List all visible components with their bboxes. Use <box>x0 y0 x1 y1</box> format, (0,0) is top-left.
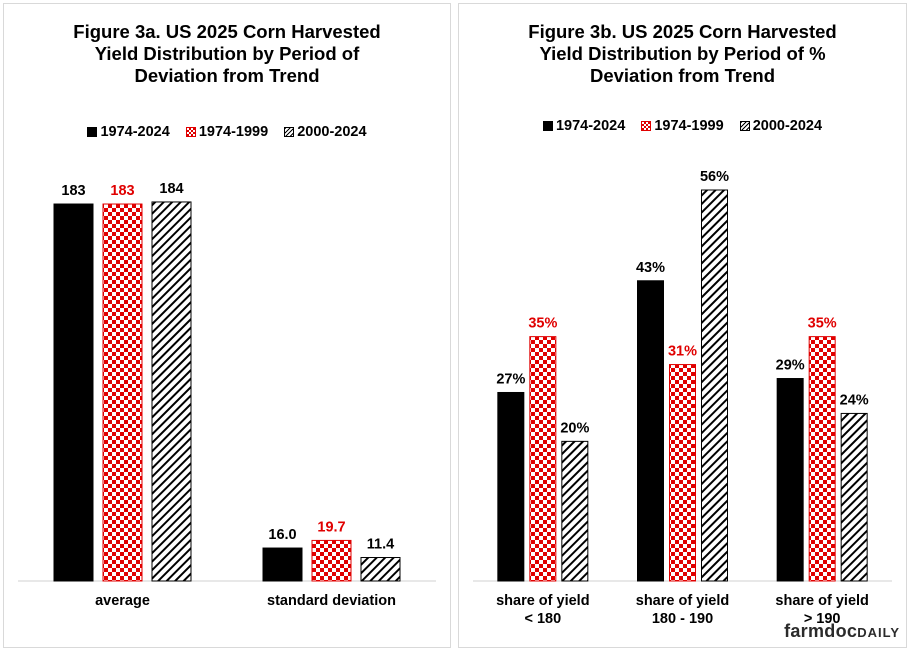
bar <box>808 336 836 582</box>
data-label: 56% <box>700 169 729 185</box>
data-label: 31% <box>668 344 697 360</box>
bar-chart-a: 183 183 184 average 16.0 19.7 11.4 standard dev… <box>18 181 436 609</box>
bar <box>561 440 589 582</box>
category-label: < 180 <box>524 611 561 627</box>
category-label: average <box>95 593 150 609</box>
legend-swatch <box>641 121 652 131</box>
bar <box>53 203 94 582</box>
legend-swatch <box>542 121 553 131</box>
legend-item: 2000-2024 <box>284 124 367 140</box>
legend-item: 1974-1999 <box>641 118 724 134</box>
bar <box>701 189 728 582</box>
chart-panel-a: Figure 3a. US 2025 Corn Harvested Yield … <box>3 3 451 648</box>
chart-title: Figure 3a. US 2025 Corn Harvested Yield … <box>73 21 381 86</box>
data-label: 24% <box>840 392 869 408</box>
logo-suffix: DAILY <box>857 625 900 640</box>
legend-label: 1974-2024 <box>555 118 626 134</box>
bar <box>102 203 143 582</box>
legend: 1974-2024 1974-1999 2000-2024 <box>459 118 906 135</box>
farmdoc-daily-logo: farmdocDAILY <box>784 621 900 642</box>
data-label: 29% <box>776 358 805 374</box>
legend-label: 1974-1999 <box>654 118 724 134</box>
legend: 1974-2024 1974-1999 2000-2024 <box>4 124 450 141</box>
bar-chart-b: 27% 35% 20% share of yield < 180 43% 31% 56% sha… <box>473 169 892 627</box>
data-label: 35% <box>528 316 557 332</box>
legend-label: 1974-2024 <box>100 124 170 140</box>
legend-label: 2000-2024 <box>752 118 823 134</box>
bar <box>637 280 664 582</box>
data-label: 183 <box>110 183 134 199</box>
data-label: 16.0 <box>268 527 296 543</box>
data-label: 11.4 <box>367 537 394 553</box>
chart-title: Figure 3b. US 2025 Corn Harvested Yield … <box>528 21 837 86</box>
legend-swatch <box>739 121 750 131</box>
chart-panel-b: Figure 3b. US 2025 Corn Harvested Yield … <box>458 3 907 648</box>
data-label: 20% <box>560 420 589 436</box>
bar <box>151 201 192 582</box>
data-label: 183 <box>61 183 85 199</box>
bar <box>840 412 868 582</box>
data-label: 184 <box>159 181 183 197</box>
legend-item: 2000-2024 <box>739 118 823 134</box>
legend-swatch <box>284 127 295 137</box>
bar <box>669 364 696 582</box>
category-label: share of yield <box>636 593 729 609</box>
legend-item: 1974-1999 <box>185 124 269 140</box>
data-label: 35% <box>808 316 837 332</box>
data-label: 43% <box>636 260 665 276</box>
logo-text: farmdoc <box>784 621 858 641</box>
category-label: standard deviation <box>267 593 396 609</box>
legend-swatch <box>87 127 98 137</box>
bar <box>776 378 804 582</box>
legend-item: 1974-2024 <box>87 124 170 140</box>
bar <box>360 557 401 582</box>
legend-label: 2000-2024 <box>297 124 367 140</box>
legend-label: 1974-1999 <box>198 124 269 140</box>
data-label: 19.7 <box>317 519 345 535</box>
category-label: share of yield <box>775 593 868 609</box>
bar <box>497 391 525 582</box>
category-label: share of yield <box>496 593 589 609</box>
legend-item: 1974-2024 <box>542 118 626 134</box>
bar <box>311 539 352 582</box>
legend-swatch <box>185 127 196 137</box>
category-label: 180 - 190 <box>652 611 713 627</box>
data-label: 27% <box>496 371 525 387</box>
category-label: > 190 <box>804 611 841 627</box>
bar <box>262 547 303 582</box>
bar <box>529 336 557 582</box>
